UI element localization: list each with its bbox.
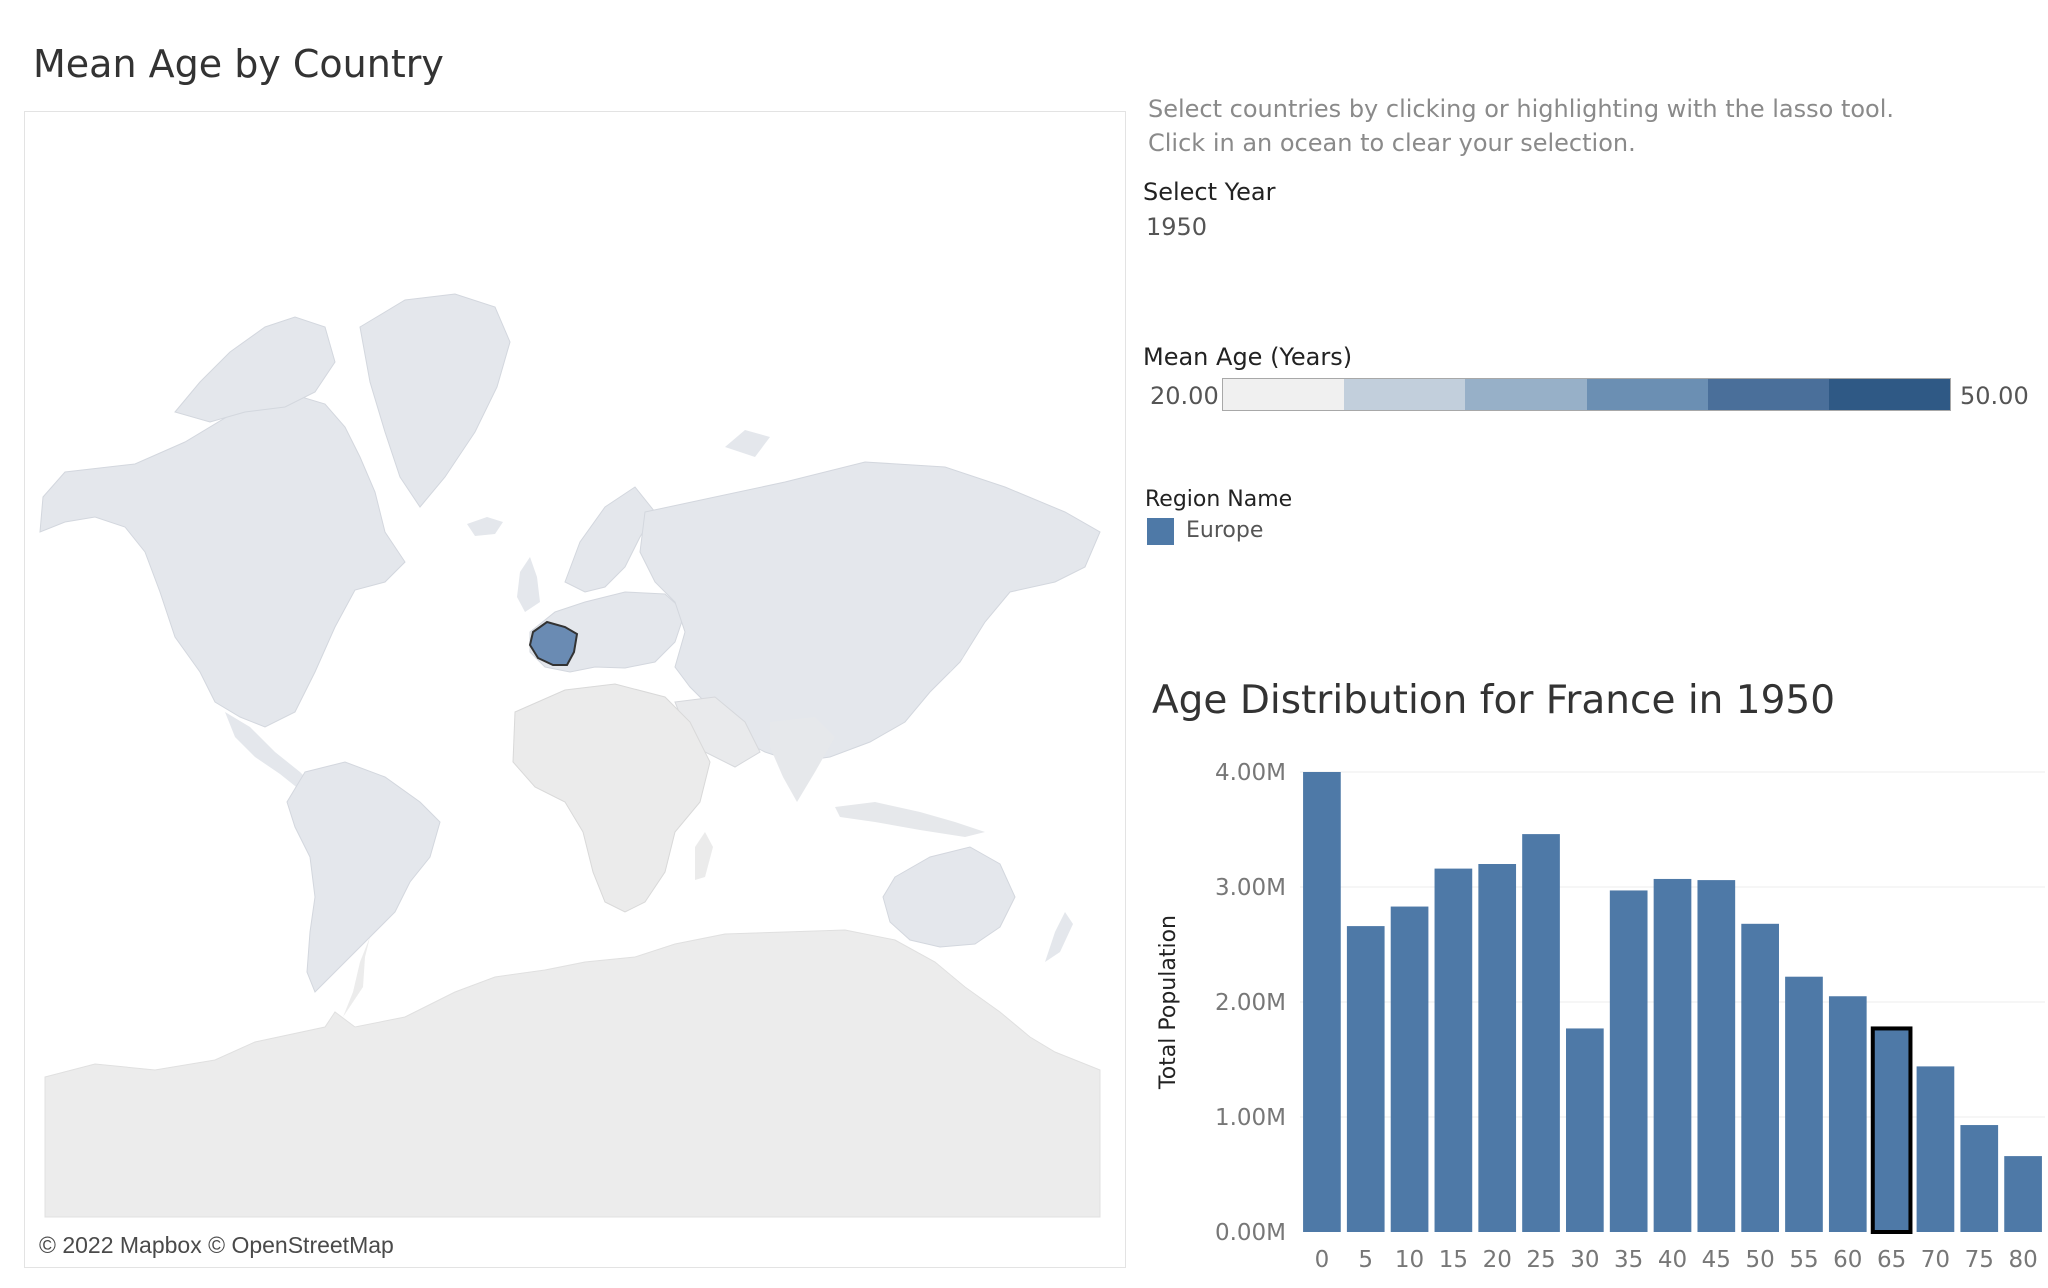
color-legend-step: [1707, 379, 1829, 410]
x-tick-label: 60: [1833, 1247, 1862, 1273]
map-land-japan[interactable]: [943, 612, 975, 672]
region-legend-item-europe[interactable]: Europe: [1186, 518, 1264, 543]
world-map[interactable]: © 2022 Mapbox © OpenStreetMap: [24, 111, 1126, 1268]
x-tick-label: 0: [1315, 1247, 1330, 1273]
bar-age-60[interactable]: [1828, 996, 1867, 1232]
y-tick-label: 0.00M: [1215, 1220, 1286, 1246]
map-land-asia[interactable]: [639, 461, 1101, 763]
x-tick-label: 25: [1526, 1247, 1555, 1273]
map-land-iceland[interactable]: [467, 517, 503, 536]
x-tick-label: 15: [1439, 1247, 1468, 1273]
color-legend-title: Mean Age (Years): [1143, 343, 1353, 371]
instructions-line-1: Select countries by clicking or highligh…: [1148, 95, 1895, 123]
y-tick-label: 2.00M: [1215, 990, 1286, 1016]
bar-age-50[interactable]: [1741, 923, 1779, 1232]
map-land-new-zealand[interactable]: [1045, 912, 1073, 962]
color-legend-ramp: [1222, 378, 1951, 411]
x-tick-label: 50: [1746, 1247, 1775, 1273]
x-tick-label: 40: [1658, 1247, 1687, 1273]
x-tick-label: 45: [1702, 1247, 1731, 1273]
region-legend-title: Region Name: [1145, 487, 1293, 512]
map-land-south-america[interactable]: [286, 761, 441, 993]
bar-age-35[interactable]: [1609, 890, 1648, 1232]
bar-age-5[interactable]: [1346, 926, 1385, 1232]
color-legend-step: [1586, 379, 1708, 410]
x-tick-label: 20: [1483, 1247, 1512, 1273]
map-attribution[interactable]: © 2022 Mapbox © OpenStreetMap: [39, 1232, 394, 1258]
map-land-novaya-zemlya[interactable]: [725, 430, 770, 457]
map-land-india[interactable]: [770, 717, 835, 802]
bar-age-40[interactable]: [1653, 878, 1692, 1232]
bar-age-30[interactable]: [1566, 1028, 1604, 1232]
map-land-indonesia[interactable]: [835, 802, 985, 837]
x-tick-label: 30: [1570, 1247, 1599, 1273]
map-land-central-america[interactable]: [225, 712, 315, 790]
bar-age-80[interactable]: [2004, 1156, 2042, 1232]
color-legend-step: [1828, 379, 1951, 410]
y-axis-label: Total Population: [1156, 915, 1181, 1090]
map-land-antarctica[interactable]: [44, 929, 1101, 1218]
bar-age-65[interactable]: [1870, 1026, 1913, 1235]
y-tick-label: 1.00M: [1215, 1105, 1286, 1131]
instructions: Select countries by clicking or highligh…: [1148, 92, 1894, 160]
color-legend-step: [1223, 379, 1345, 410]
x-tick-label: 10: [1395, 1247, 1424, 1273]
color-legend-step: [1344, 379, 1466, 410]
y-tick-label: 4.00M: [1215, 760, 1286, 786]
x-tick-label: 80: [2008, 1247, 2037, 1273]
map-land-madagascar[interactable]: [695, 832, 713, 880]
map-land-australia[interactable]: [882, 846, 1016, 948]
x-tick-label: 35: [1614, 1247, 1643, 1273]
x-tick-label: 55: [1789, 1247, 1818, 1273]
map-land-uk[interactable]: [517, 557, 540, 612]
dashboard-title: Mean Age by Country: [33, 42, 444, 86]
x-tick-label: 5: [1358, 1247, 1373, 1273]
color-legend-step: [1465, 379, 1587, 410]
bar-age-55[interactable]: [1785, 976, 1823, 1232]
map-land-arctic-islands[interactable]: [174, 316, 336, 423]
chart-title: Age Distribution for France in 1950: [1152, 678, 1836, 723]
age-distribution-chart[interactable]: 0.00M 1.00M 2.00M 3.00M 4.00M Total Populatio…: [1130, 745, 2048, 1285]
bar-age-70[interactable]: [1916, 1066, 1955, 1232]
map-land-greenland[interactable]: [359, 293, 511, 508]
year-filter-label: Select Year: [1143, 178, 1276, 206]
y-tick-label: 3.00M: [1215, 875, 1286, 901]
map-land-africa[interactable]: [512, 683, 711, 913]
bar-age-0[interactable]: [1303, 772, 1341, 1232]
bar-age-15[interactable]: [1434, 868, 1473, 1232]
world-map-canvas[interactable]: [25, 112, 1125, 1267]
x-tick-label: 70: [1921, 1247, 1950, 1273]
map-land-north-america[interactable]: [39, 391, 406, 728]
x-tick-label: 65: [1877, 1247, 1906, 1273]
color-legend-max: 50.00: [1960, 382, 2029, 410]
bar-age-10[interactable]: [1390, 906, 1429, 1232]
region-legend-swatch[interactable]: [1147, 518, 1174, 545]
bar-age-25[interactable]: [1522, 834, 1560, 1232]
bar-age-20[interactable]: [1478, 864, 1517, 1232]
instructions-line-2: Click in an ocean to clear your selectio…: [1148, 129, 1636, 157]
bar-age-75[interactable]: [1960, 1125, 1999, 1232]
x-tick-label: 75: [1965, 1247, 1994, 1273]
color-legend-min: 20.00: [1150, 382, 1219, 410]
map-land-antarctic-peninsula[interactable]: [343, 937, 370, 1017]
bar-age-45[interactable]: [1697, 880, 1736, 1232]
year-filter-value[interactable]: 1950: [1146, 213, 1208, 241]
map-country-france[interactable]: [528, 620, 579, 666]
